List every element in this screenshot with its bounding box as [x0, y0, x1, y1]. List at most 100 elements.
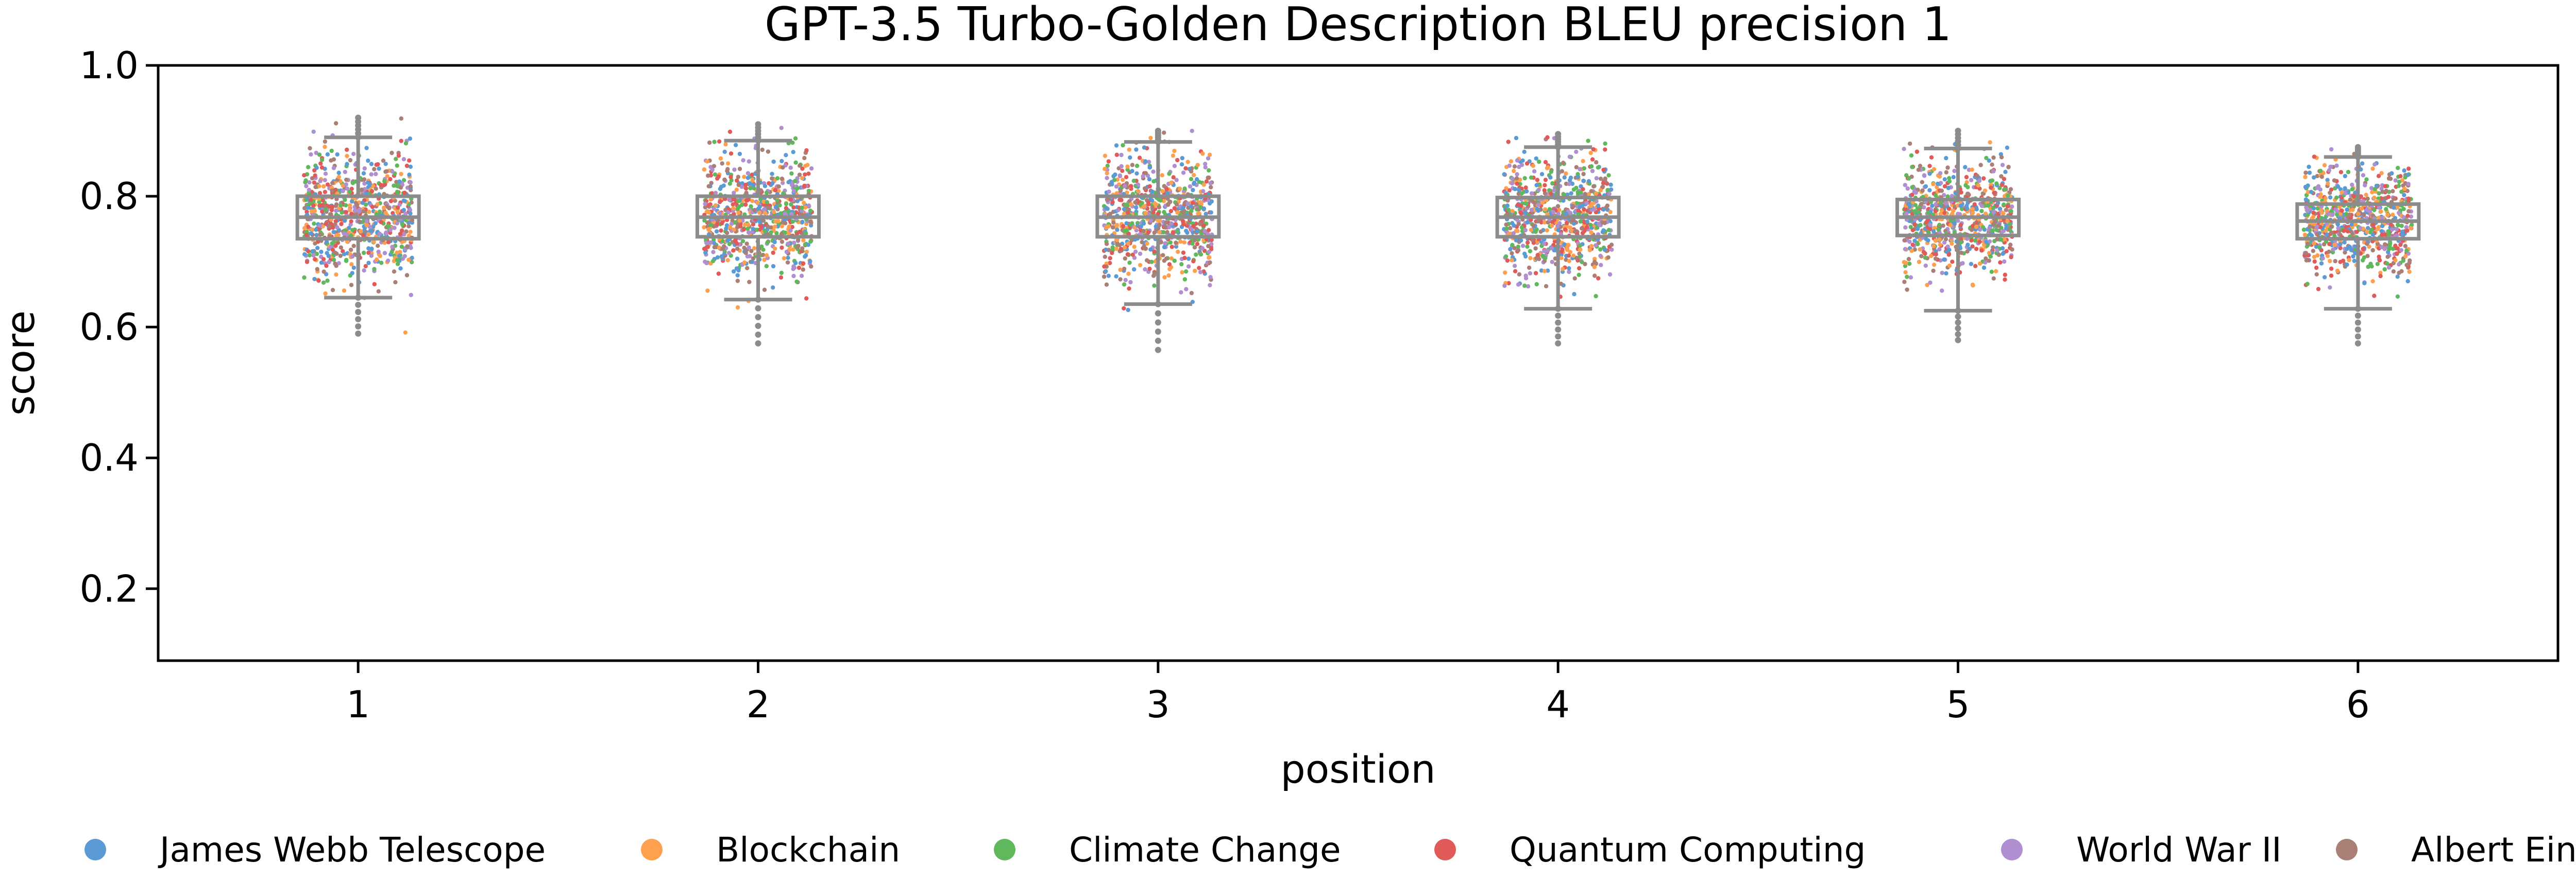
data-point — [1111, 220, 1116, 225]
data-point — [2370, 248, 2375, 253]
data-point — [706, 210, 711, 215]
data-point — [2001, 251, 2005, 256]
data-point — [389, 249, 394, 254]
data-point — [1186, 256, 1191, 261]
data-point — [1519, 225, 1524, 230]
data-point — [1601, 167, 1606, 172]
data-point — [1115, 228, 1120, 232]
data-point — [1580, 260, 1584, 264]
data-point — [2338, 242, 2343, 247]
data-point — [2008, 243, 2013, 247]
data-point — [1208, 275, 1213, 280]
data-point — [307, 180, 312, 185]
data-point — [1931, 268, 1936, 273]
data-point — [358, 207, 362, 212]
data-point — [2394, 227, 2399, 232]
data-point — [1130, 163, 1135, 167]
data-point — [1164, 187, 1169, 192]
data-point — [2338, 170, 2344, 175]
data-point — [2366, 226, 2370, 231]
data-point — [1572, 292, 1577, 297]
data-point — [2320, 256, 2325, 261]
data-point — [1189, 169, 1194, 174]
data-point — [1185, 230, 1190, 235]
data-point — [752, 208, 757, 213]
data-point — [1561, 161, 1566, 165]
data-point — [1506, 281, 1511, 286]
data-point — [1606, 255, 1611, 260]
data-point — [2391, 189, 2395, 194]
data-point — [702, 247, 707, 251]
plot-frame — [157, 64, 2560, 662]
data-point — [776, 219, 781, 223]
data-point — [2352, 258, 2357, 263]
data-point — [781, 165, 785, 170]
data-point — [748, 186, 753, 191]
data-point — [1136, 189, 1141, 194]
data-point — [321, 269, 326, 274]
data-point — [375, 202, 380, 206]
data-point — [1105, 198, 1110, 202]
data-point — [770, 176, 774, 181]
data-point — [1601, 228, 1606, 233]
x-tick-label: 4 — [1546, 683, 1570, 726]
data-point — [738, 224, 743, 229]
data-point — [1914, 149, 1920, 154]
data-point — [1555, 223, 1560, 229]
data-point — [303, 180, 308, 185]
data-point — [1149, 189, 1155, 194]
data-point — [1166, 202, 1171, 207]
data-point — [720, 161, 724, 166]
data-point — [796, 265, 802, 270]
data-point — [1114, 143, 1119, 148]
data-point — [1133, 249, 1138, 254]
data-point — [1120, 168, 1125, 173]
data-point — [2363, 183, 2367, 187]
data-point — [1183, 166, 1188, 171]
data-point — [2326, 212, 2330, 217]
data-point — [1572, 276, 1577, 281]
data-point — [1175, 210, 1180, 215]
data-point — [779, 126, 784, 130]
data-point — [775, 176, 780, 181]
data-point — [708, 197, 713, 202]
data-point — [2328, 195, 2333, 200]
data-point — [806, 188, 811, 193]
data-point — [1179, 290, 1183, 295]
data-point — [760, 252, 766, 257]
data-point — [397, 179, 402, 184]
outlier-point — [2354, 319, 2361, 326]
data-point — [770, 181, 775, 186]
data-point — [744, 198, 749, 203]
data-point — [316, 278, 321, 283]
data-point — [1504, 226, 1509, 231]
data-point — [340, 210, 344, 215]
data-point — [1181, 250, 1186, 255]
data-point — [1563, 227, 1568, 232]
data-point — [727, 181, 733, 186]
data-point — [1545, 249, 1550, 253]
data-point — [350, 199, 354, 204]
data-point — [1547, 188, 1552, 193]
data-point — [801, 267, 806, 272]
data-point — [1512, 168, 1516, 174]
data-point — [2402, 168, 2406, 173]
data-point — [1562, 175, 1567, 180]
data-point — [718, 186, 723, 192]
data-point — [395, 262, 400, 266]
data-point — [801, 238, 806, 243]
data-point — [741, 158, 745, 163]
data-point — [2305, 241, 2310, 246]
data-point — [1969, 178, 1974, 182]
data-point — [1140, 240, 1144, 245]
data-point — [1543, 160, 1548, 164]
data-point — [2385, 213, 2390, 217]
data-point — [1608, 219, 1613, 223]
data-point — [1965, 236, 1970, 241]
data-point — [1991, 276, 1996, 281]
data-point — [1561, 267, 1565, 271]
data-point — [2343, 174, 2347, 179]
data-point — [751, 227, 755, 231]
data-point — [1564, 257, 1568, 262]
data-point — [1562, 242, 1567, 247]
